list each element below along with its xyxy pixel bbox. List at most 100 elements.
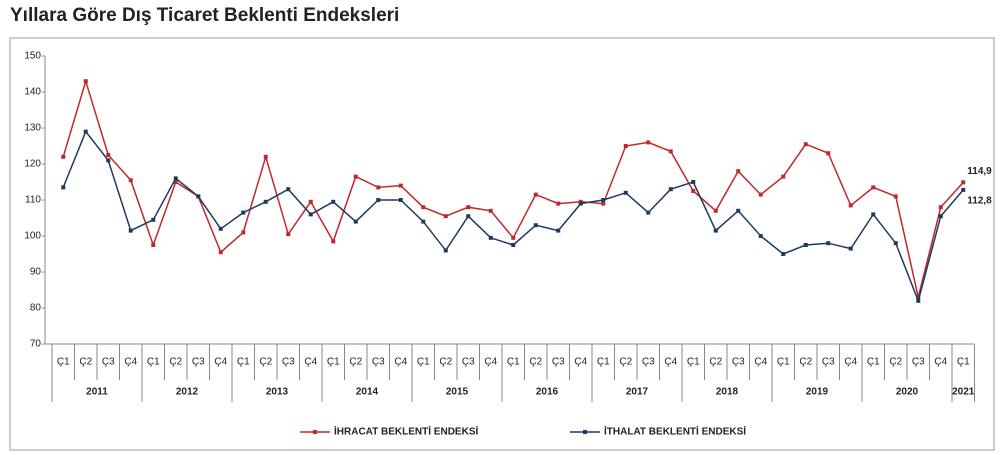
- point: [128, 178, 133, 183]
- point: [668, 187, 673, 192]
- x-tick-label: Ç1: [687, 357, 700, 368]
- series-line: [62, 130, 964, 304]
- point: [826, 151, 831, 156]
- chart-frame: [9, 37, 995, 451]
- year-label: 2012: [176, 387, 199, 398]
- point: [488, 235, 493, 240]
- x-tick-label: Ç1: [327, 357, 340, 368]
- point: [241, 230, 246, 235]
- data-label: 112,8: [967, 196, 992, 207]
- x-tick-label: Ç2: [529, 357, 542, 368]
- point: [893, 241, 898, 246]
- year-label: 2013: [266, 387, 289, 398]
- point: [758, 234, 763, 238]
- year-label: 2017: [626, 387, 649, 398]
- x-tick-label: Ç3: [462, 357, 475, 368]
- point: [61, 154, 66, 159]
- point: [398, 183, 403, 188]
- point: [556, 201, 561, 206]
- point: [106, 158, 111, 163]
- point: [803, 243, 808, 247]
- year-label: 2018: [716, 387, 739, 398]
- data-label: 114,9: [967, 166, 992, 177]
- point: [511, 235, 516, 240]
- x-tick-label: Ç2: [259, 357, 272, 368]
- x-tick-label: Ç2: [79, 357, 92, 368]
- point: [488, 208, 493, 213]
- point: [961, 187, 966, 192]
- x-tick-label: Ç4: [484, 357, 497, 368]
- point: [353, 174, 358, 179]
- point: [286, 232, 291, 237]
- x-tick-label: Ç2: [799, 357, 812, 368]
- point: [263, 199, 268, 204]
- x-tick-label: Ç4: [664, 357, 677, 368]
- point: [713, 228, 718, 233]
- year-label: 2011: [86, 387, 108, 398]
- y-tick-label: 140: [24, 87, 41, 98]
- y-tick-label: 130: [24, 123, 41, 134]
- point: [848, 203, 853, 208]
- point: [781, 252, 786, 256]
- point: [871, 185, 876, 190]
- point: [893, 194, 898, 199]
- x-tick-label: Ç1: [957, 357, 970, 368]
- point: [691, 180, 696, 184]
- point: [443, 214, 448, 219]
- legend-label: İTHALAT BEKLENTİ ENDEKSİ: [604, 425, 746, 438]
- x-tick-label: Ç4: [934, 357, 947, 368]
- point: [196, 194, 201, 199]
- x-tick-label: Ç4: [214, 357, 227, 368]
- point: [443, 248, 448, 253]
- point: [376, 185, 381, 190]
- x-tick-label: Ç2: [619, 357, 632, 368]
- year-label: 2015: [446, 387, 469, 398]
- point: [916, 295, 921, 300]
- x-tick-label: Ç2: [439, 357, 452, 368]
- point: [263, 154, 268, 159]
- y-tick-label: 120: [24, 159, 41, 170]
- y-tick-label: 90: [30, 267, 42, 278]
- x-tick-label: Ç4: [844, 357, 857, 368]
- point: [623, 190, 628, 195]
- y-tick-label: 150: [24, 51, 41, 62]
- x-tick-label: Ç3: [282, 357, 295, 368]
- point: [938, 214, 943, 219]
- x-tick-label: Ç1: [597, 357, 610, 368]
- point: [106, 153, 111, 157]
- point: [556, 228, 561, 233]
- y-tick-label: 100: [24, 231, 41, 242]
- x-tick-label: Ç3: [822, 357, 835, 368]
- point: [83, 129, 88, 134]
- point: [421, 205, 426, 210]
- year-label: 2016: [536, 387, 559, 398]
- year-label: 2021: [952, 387, 975, 398]
- point: [848, 246, 853, 251]
- point: [218, 250, 223, 255]
- x-tick-label: Ç3: [552, 357, 565, 368]
- series-line: [62, 78, 964, 298]
- point: [646, 210, 651, 215]
- x-tick-label: Ç3: [912, 357, 925, 368]
- x-tick-label: Ç2: [349, 357, 362, 368]
- point: [376, 198, 381, 202]
- point: [173, 176, 178, 181]
- point: [173, 180, 178, 184]
- point: [511, 243, 516, 247]
- x-tick-label: Ç1: [237, 357, 250, 368]
- point: [151, 243, 156, 247]
- point: [218, 226, 223, 231]
- x-tick-label: Ç3: [642, 357, 655, 368]
- point: [916, 298, 921, 303]
- point: [421, 219, 426, 224]
- point: [713, 208, 718, 213]
- x-tick-label: Ç3: [102, 357, 115, 368]
- point: [758, 192, 763, 197]
- x-tick-label: Ç1: [777, 357, 790, 368]
- x-tick-label: Ç3: [192, 357, 205, 368]
- point: [398, 198, 403, 202]
- point: [938, 205, 943, 210]
- point: [668, 149, 673, 154]
- point: [691, 189, 696, 193]
- point: [331, 239, 336, 244]
